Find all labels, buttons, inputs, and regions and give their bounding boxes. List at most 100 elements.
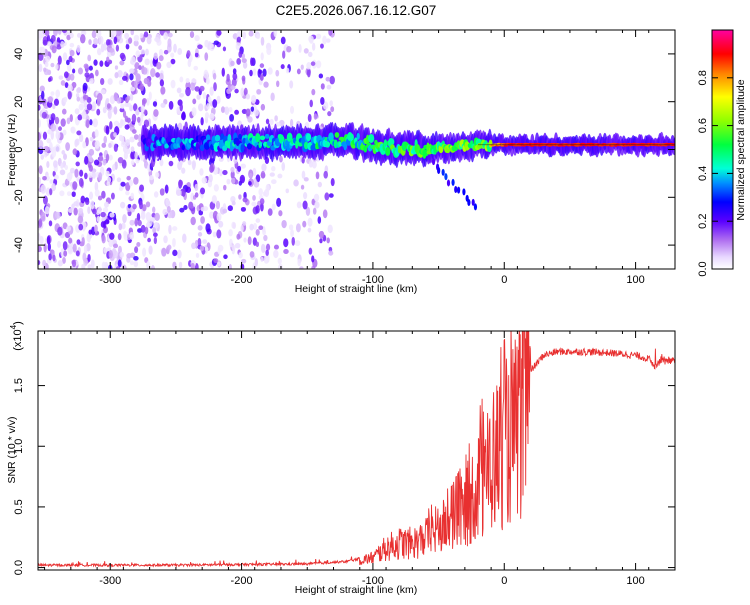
- noise-speckle: [163, 49, 169, 55]
- noise-speckle: [259, 74, 264, 81]
- noise-speckle: [208, 211, 215, 219]
- noise-speckle: [119, 60, 125, 66]
- noise-speckle: [190, 262, 195, 269]
- noise-speckle: [196, 94, 201, 100]
- noise-speckle: [87, 206, 91, 215]
- noise-speckle: [50, 123, 56, 132]
- noise-speckle: [138, 133, 142, 143]
- noise-speckle: [96, 48, 102, 56]
- noise-speckle: [170, 58, 176, 65]
- noise-speckle: [260, 243, 266, 253]
- noise-speckle: [163, 235, 168, 244]
- noise-speckle: [232, 222, 237, 229]
- noise-speckle: [66, 59, 70, 66]
- noise-speckle: [135, 73, 141, 82]
- noise-speckle: [135, 158, 140, 164]
- noise-speckle: [230, 60, 235, 67]
- noise-speckle: [77, 215, 84, 224]
- noise-speckle: [51, 183, 57, 192]
- noise-speckle: [144, 226, 149, 235]
- noise-speckle: [141, 99, 146, 108]
- noise-speckle: [312, 207, 317, 215]
- noise-speckle: [96, 97, 101, 107]
- noise-speckle: [143, 77, 150, 85]
- noise-speckle: [320, 96, 325, 105]
- noise-speckle: [200, 216, 205, 224]
- noise-speckle: [47, 129, 53, 135]
- noise-speckle: [86, 233, 91, 242]
- noise-speckle: [139, 114, 144, 123]
- noise-speckle: [179, 103, 183, 112]
- noise-speckle: [150, 265, 156, 269]
- noise-speckle: [127, 203, 132, 209]
- noise-speckle: [139, 32, 144, 39]
- noise-speckle: [231, 78, 237, 87]
- noise-speckle: [209, 113, 215, 121]
- colorbar-tick-label: 0.0: [697, 261, 709, 276]
- noise-speckle: [242, 61, 248, 69]
- noise-speckle: [92, 118, 98, 128]
- noise-speckle: [255, 218, 261, 223]
- x-tick-label: -300: [99, 575, 121, 587]
- noise-speckle: [307, 217, 313, 227]
- noise-speckle: [99, 155, 104, 162]
- noise-speckle: [66, 117, 71, 125]
- noise-speckle: [294, 240, 301, 247]
- noise-speckle: [317, 181, 323, 188]
- figure-title: C2E5.2026.067.16.12.G07: [276, 3, 437, 18]
- noise-speckle: [116, 177, 122, 183]
- noise-speckle: [181, 188, 186, 197]
- snr-line: [38, 331, 675, 568]
- noise-speckle: [280, 36, 286, 45]
- noise-speckle: [58, 75, 64, 80]
- noise-speckle: [54, 174, 59, 180]
- noise-speckle: [156, 61, 162, 70]
- noise-speckle: [98, 35, 104, 45]
- noise-speckle: [242, 197, 248, 203]
- noise-speckle: [46, 160, 50, 168]
- noise-speckle: [209, 86, 214, 96]
- noise-speckle: [76, 96, 81, 102]
- noise-speckle: [322, 101, 329, 110]
- noise-speckle: [271, 166, 276, 172]
- noise-speckle: [258, 188, 263, 196]
- noise-speckle: [142, 247, 147, 257]
- noise-speckle: [152, 101, 158, 107]
- noise-speckle: [130, 192, 135, 200]
- signal-core: [222, 145, 228, 152]
- noise-speckle: [42, 131, 48, 140]
- y-tick-label: 0: [13, 146, 25, 152]
- noise-speckle: [78, 207, 84, 214]
- noise-speckle: [83, 99, 88, 109]
- noise-speckle: [303, 48, 309, 54]
- noise-speckle: [66, 225, 72, 232]
- y-tick-label: 0.5: [13, 499, 25, 514]
- noise-speckle: [121, 264, 127, 269]
- noise-speckle: [232, 72, 238, 81]
- noise-speckle: [118, 223, 123, 231]
- noise-speckle: [230, 166, 235, 173]
- noise-speckle: [68, 55, 73, 63]
- noise-speckle: [238, 194, 242, 200]
- snr-ylabel: SNR (10 * v/v): [6, 416, 18, 483]
- noise-speckle: [259, 198, 265, 205]
- noise-speckle: [74, 108, 80, 115]
- signal-core: [303, 141, 309, 150]
- noise-speckle: [61, 108, 67, 115]
- noise-speckle: [260, 256, 264, 262]
- noise-speckle: [112, 243, 119, 249]
- colorbar-tick-label: 0.4: [697, 166, 709, 181]
- spectrogram-xlabel: Height of straight line (km): [295, 283, 418, 295]
- noise-speckle: [138, 65, 142, 71]
- noise-speckle: [128, 179, 134, 187]
- noise-speckle: [110, 192, 115, 200]
- noise-speckle: [205, 223, 211, 233]
- signal-branch: [462, 188, 466, 196]
- signal-core: [181, 144, 185, 151]
- noise-speckle: [62, 129, 67, 136]
- noise-speckle: [291, 236, 295, 246]
- noise-speckle: [308, 247, 313, 255]
- noise-speckle: [46, 41, 52, 47]
- noise-speckle: [153, 191, 159, 198]
- noise-speckle: [76, 44, 81, 53]
